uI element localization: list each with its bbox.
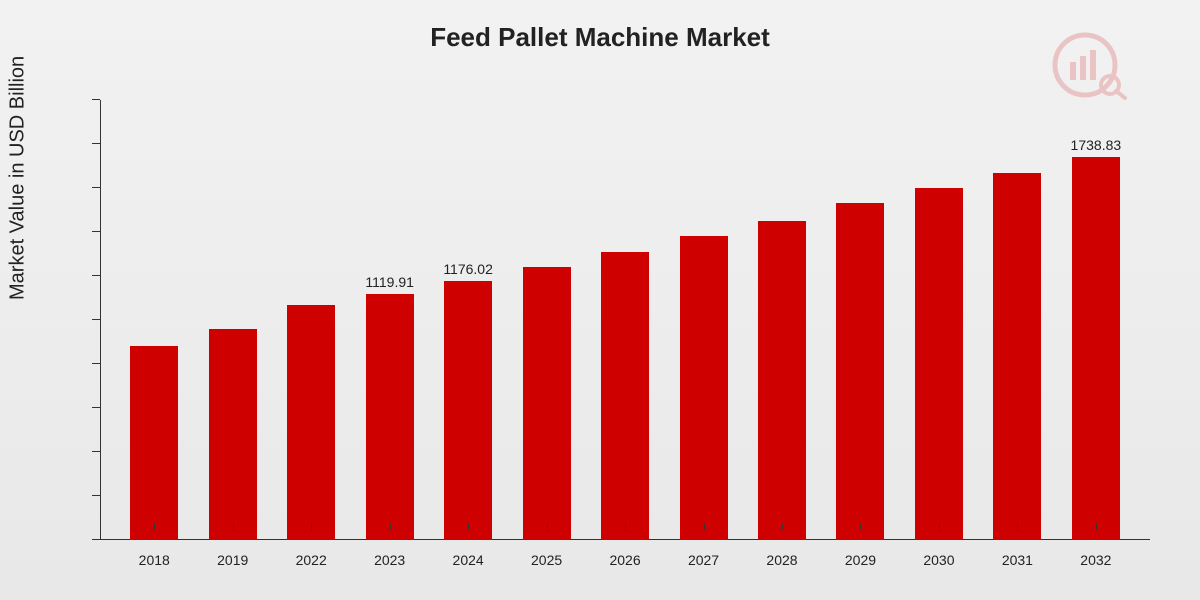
bar — [130, 346, 178, 540]
y-tick — [92, 99, 100, 100]
bar-slot — [115, 100, 193, 540]
x-tick-label: 2022 — [272, 552, 350, 568]
x-tick-label: 2023 — [350, 552, 428, 568]
y-tick — [92, 451, 100, 452]
watermark-logo — [1040, 30, 1130, 105]
bar-slot — [900, 100, 978, 540]
bar — [993, 173, 1041, 540]
bar-slot — [507, 100, 585, 540]
x-tick-label: 2028 — [743, 552, 821, 568]
y-tick — [92, 231, 100, 232]
bar-slot: 1176.02 — [429, 100, 507, 540]
plot-area: 1119.911176.021738.83 201820192022202320… — [100, 100, 1150, 540]
y-tick — [92, 319, 100, 320]
chart-title: Feed Pallet Machine Market — [0, 22, 1200, 53]
x-tick-label: 2025 — [507, 552, 585, 568]
bar — [836, 203, 884, 540]
bar-value-label: 1738.83 — [1071, 137, 1122, 153]
bar-slot — [743, 100, 821, 540]
bar-slot — [978, 100, 1056, 540]
y-tick — [92, 275, 100, 276]
bar-slot — [272, 100, 350, 540]
x-tick-label: 2026 — [586, 552, 664, 568]
x-tick-label: 2018 — [115, 552, 193, 568]
x-tick-label: 2029 — [821, 552, 899, 568]
x-tick-label: 2019 — [193, 552, 271, 568]
y-tick — [92, 407, 100, 408]
x-ticks: 2018201920222023202420252026202720282029… — [100, 552, 1150, 568]
bar-slot: 1119.91 — [350, 100, 428, 540]
bar — [915, 188, 963, 540]
y-tick — [92, 143, 100, 144]
bars-container: 1119.91 1176.02 1738.83 — [100, 100, 1150, 540]
y-tick — [92, 187, 100, 188]
bar-slot — [664, 100, 742, 540]
bar-value-label: 1176.02 — [443, 261, 493, 277]
bar — [287, 305, 335, 540]
bar — [366, 294, 414, 540]
bar — [680, 236, 728, 540]
bar — [601, 252, 649, 540]
x-tick-label: 2024 — [429, 552, 507, 568]
y-tick — [92, 539, 100, 540]
bar-slot: 1738.83 — [1057, 100, 1135, 540]
bar — [758, 221, 806, 540]
bar — [444, 281, 492, 540]
bar-slot — [586, 100, 664, 540]
x-tick-label: 2031 — [978, 552, 1056, 568]
x-tick-label: 2030 — [900, 552, 978, 568]
bar — [1072, 157, 1120, 540]
y-tick — [92, 495, 100, 496]
bar-value-label: 1119.91 — [365, 274, 414, 290]
y-tick — [92, 363, 100, 364]
y-axis-label: Market Value in USD Billion — [7, 56, 30, 300]
bar-slot — [821, 100, 899, 540]
bar-slot — [193, 100, 271, 540]
bar — [523, 267, 571, 540]
bar — [209, 329, 257, 540]
x-tick-label: 2032 — [1057, 552, 1135, 568]
x-tick-label: 2027 — [664, 552, 742, 568]
